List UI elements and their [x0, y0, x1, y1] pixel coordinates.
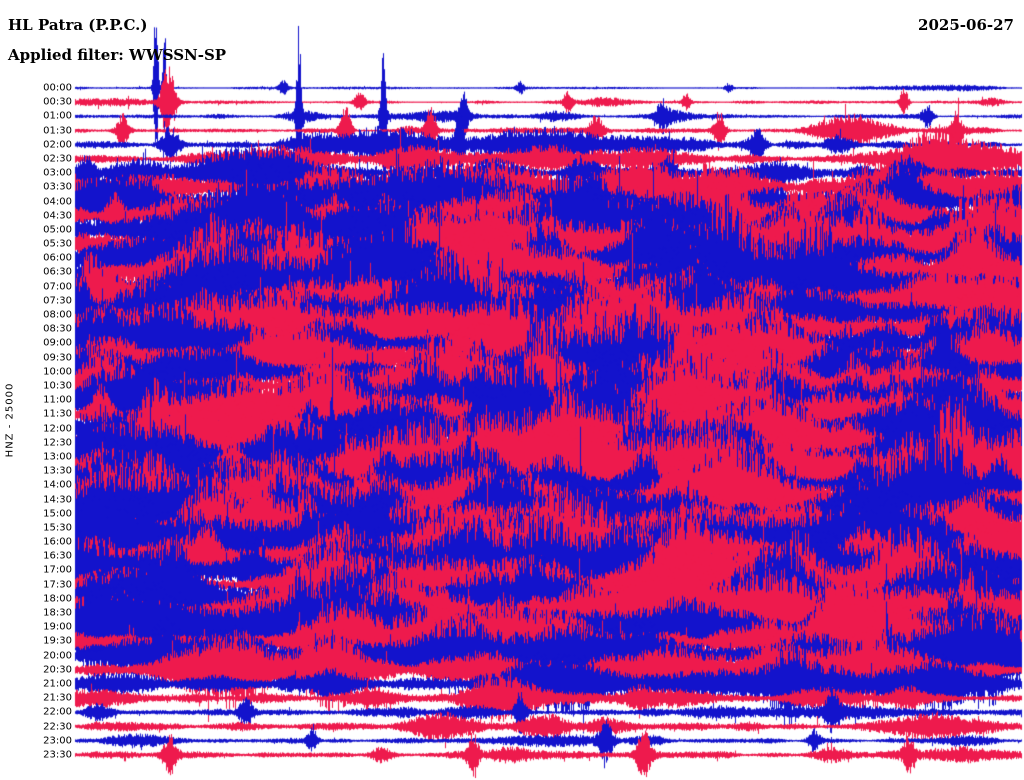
time-label: 05:00 — [43, 224, 72, 236]
record-date: 2025-06-27 — [918, 16, 1014, 34]
time-label: 18:00 — [43, 593, 72, 605]
time-label: 10:30 — [43, 380, 72, 392]
time-label: 20:00 — [43, 650, 72, 662]
time-label: 17:00 — [43, 564, 72, 576]
time-label: 09:00 — [43, 337, 72, 349]
time-axis: 00:00 00:30 01:00 01:30 02:00 02:30 03:00 03:30… — [0, 0, 75, 780]
time-label: 06:30 — [43, 266, 72, 278]
time-label: 19:00 — [43, 621, 72, 633]
time-label: 13:30 — [43, 465, 72, 477]
time-label: 16:00 — [43, 536, 72, 548]
time-label: 21:00 — [43, 678, 72, 690]
time-label: 18:30 — [43, 607, 72, 619]
time-label: 10:00 — [43, 366, 72, 378]
time-label: 00:30 — [43, 96, 72, 108]
time-label: 23:00 — [43, 735, 72, 747]
time-label: 02:30 — [43, 153, 72, 165]
time-label: 21:30 — [43, 692, 72, 704]
time-label: 02:00 — [43, 139, 72, 151]
time-label: 23:30 — [43, 749, 72, 761]
time-label: 03:30 — [43, 181, 72, 193]
time-label: 11:30 — [43, 408, 72, 420]
time-label: 15:30 — [43, 522, 72, 534]
time-label: 11:00 — [43, 394, 72, 406]
filter-label: Applied filter: WWSSN-SP — [8, 46, 227, 64]
time-label: 17:30 — [43, 579, 72, 591]
time-label: 14:30 — [43, 494, 72, 505]
time-label: 12:30 — [43, 437, 72, 449]
time-label: 05:30 — [43, 238, 72, 250]
time-label: 19:30 — [43, 635, 72, 647]
time-label: 04:30 — [43, 210, 72, 222]
time-label: 20:30 — [43, 664, 72, 676]
time-label: 01:30 — [43, 125, 72, 137]
time-label: 03:00 — [43, 167, 72, 179]
time-label: 14:00 — [43, 479, 72, 491]
time-label: 00:00 — [43, 82, 72, 94]
time-label: 15:00 — [43, 508, 72, 520]
time-label: 16:30 — [43, 550, 72, 562]
time-label: 08:30 — [43, 323, 72, 335]
time-label: 08:00 — [43, 309, 72, 321]
time-label: 07:00 — [43, 281, 72, 293]
time-label: 22:00 — [43, 706, 72, 718]
time-label: 06:00 — [43, 252, 72, 264]
time-label: 04:00 — [43, 196, 72, 208]
time-label: 01:00 — [43, 110, 72, 122]
time-label: 22:30 — [43, 721, 72, 733]
time-label: 13:00 — [43, 451, 72, 463]
time-label: 09:30 — [43, 352, 72, 364]
time-label: 12:00 — [43, 423, 72, 435]
station-title: HL Patra (P.P.C.) — [8, 16, 148, 34]
time-label: 07:30 — [43, 295, 72, 307]
